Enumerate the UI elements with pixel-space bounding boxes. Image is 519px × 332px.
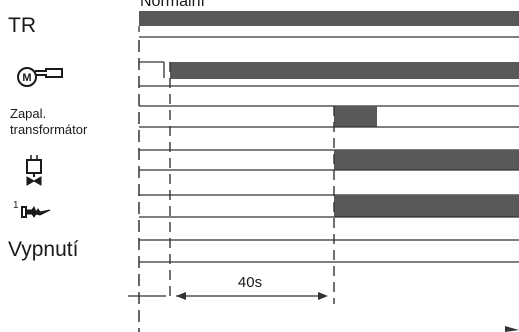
- header-mode-label: Normální: [140, 0, 205, 10]
- tr-on-bar: [139, 11, 519, 26]
- ignition-on-bar: [334, 106, 377, 127]
- motor-on-bar: [170, 62, 519, 79]
- burner-flame-icon: [21, 205, 51, 218]
- time-axis-arrow-tip: [505, 326, 519, 332]
- valve-on-bar: [334, 150, 519, 170]
- flame-icon-prefix: 1: [13, 200, 19, 211]
- duration-arrow-left-head: [176, 292, 186, 300]
- label-shutdown: Vypnutí: [8, 238, 79, 261]
- duration-label: 40s: [238, 274, 262, 291]
- solenoid-valve-icon: [26, 155, 42, 186]
- fan-motor-icon: M: [17, 67, 63, 87]
- flame-on-bar: [334, 195, 519, 217]
- svg-text:M: M: [22, 72, 31, 84]
- duration-arrow-right-head: [318, 292, 328, 300]
- label-ignition-line2: transformátor: [10, 122, 88, 137]
- label-tr: TR: [8, 14, 36, 37]
- label-ignition-line1: Zapal.: [10, 106, 47, 121]
